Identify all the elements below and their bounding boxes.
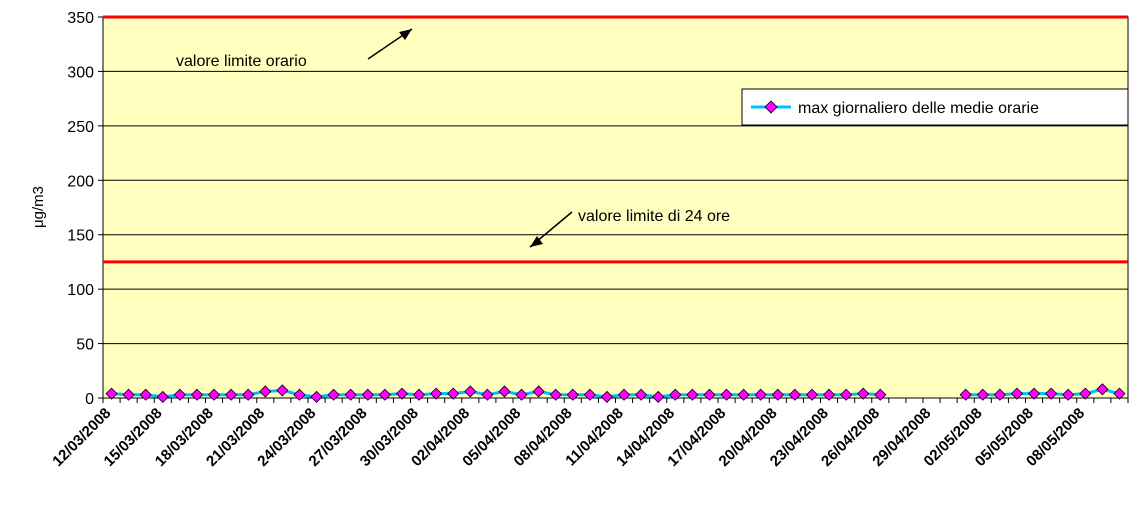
arrow-24h-limit bbox=[529, 211, 573, 248]
data-point bbox=[173, 388, 186, 401]
data-point bbox=[412, 388, 426, 401]
annotation-hourly-limit: valore limite orario bbox=[176, 53, 307, 70]
data-point bbox=[190, 388, 204, 401]
data-point bbox=[105, 387, 118, 400]
data-point bbox=[378, 388, 391, 401]
data-point bbox=[139, 388, 152, 401]
y-tick-label: 200 bbox=[67, 173, 94, 190]
data-point bbox=[481, 388, 494, 401]
data-point bbox=[430, 387, 443, 400]
plot-area bbox=[102, 16, 1129, 399]
data-point bbox=[805, 388, 819, 401]
data-point bbox=[276, 384, 289, 397]
data-point bbox=[703, 388, 716, 401]
data-point bbox=[1079, 387, 1092, 400]
data-point bbox=[344, 388, 357, 401]
data-point bbox=[1062, 388, 1075, 401]
data-point bbox=[532, 385, 545, 398]
y-tick-label: 150 bbox=[67, 228, 94, 245]
data-point bbox=[822, 388, 836, 401]
grid bbox=[103, 70, 1128, 345]
data-point bbox=[225, 388, 238, 401]
data-point bbox=[617, 388, 631, 401]
data-point bbox=[361, 388, 374, 401]
data-point bbox=[669, 388, 682, 401]
data-point bbox=[874, 388, 887, 401]
series-layer bbox=[105, 383, 1126, 403]
data-point bbox=[720, 388, 733, 401]
y-axis: 0 50 100 150 200 250 300 350 bbox=[67, 10, 103, 408]
legend-box bbox=[741, 88, 1129, 126]
data-point bbox=[993, 388, 1006, 401]
data-point bbox=[566, 388, 579, 401]
data-point bbox=[395, 387, 409, 400]
data-point bbox=[327, 388, 340, 401]
data-point bbox=[549, 388, 562, 401]
data-point bbox=[788, 388, 801, 401]
data-point bbox=[583, 388, 596, 401]
data-point bbox=[447, 387, 460, 400]
data-point bbox=[1096, 383, 1109, 396]
x-axis: 12/03/200815/03/200818/03/200821/03/2008… bbox=[49, 398, 1129, 470]
data-point bbox=[498, 385, 511, 398]
data-point bbox=[515, 388, 528, 401]
data-point bbox=[242, 388, 255, 401]
data-point bbox=[771, 388, 784, 401]
arrow-hourly-limit bbox=[367, 28, 413, 60]
data-point bbox=[1113, 387, 1126, 400]
y-tick-label: 0 bbox=[85, 391, 94, 408]
legend: max giornaliero delle medie orarie bbox=[741, 88, 1129, 126]
data-point bbox=[464, 385, 477, 398]
y-tick-label: 50 bbox=[76, 337, 94, 354]
legend-label: max giornaliero delle medie orarie bbox=[798, 100, 1039, 117]
data-point bbox=[976, 388, 989, 401]
data-point bbox=[293, 388, 306, 401]
data-point bbox=[840, 388, 853, 401]
data-point bbox=[1010, 387, 1024, 400]
y-axis-label: μg/m3 bbox=[30, 186, 47, 228]
data-point bbox=[737, 388, 750, 401]
data-point bbox=[156, 390, 169, 403]
data-point bbox=[857, 387, 870, 400]
y-tick-label: 300 bbox=[67, 64, 94, 81]
y-tick-label: 350 bbox=[67, 10, 94, 27]
data-point bbox=[1027, 387, 1041, 400]
data-point bbox=[207, 388, 221, 401]
data-point bbox=[959, 388, 972, 401]
reference-lines bbox=[103, 15, 1128, 264]
data-point bbox=[310, 390, 323, 403]
data-point bbox=[635, 388, 648, 401]
data-point bbox=[686, 388, 699, 401]
annotation-24h-limit: valore limite di 24 ore bbox=[578, 208, 730, 225]
data-point bbox=[1045, 387, 1058, 400]
legend-marker bbox=[764, 100, 778, 114]
data-point bbox=[600, 390, 614, 403]
data-point bbox=[652, 390, 665, 403]
data-point bbox=[754, 388, 767, 401]
series-line bbox=[111, 387, 1120, 399]
data-point bbox=[122, 388, 135, 401]
y-tick-label: 100 bbox=[67, 282, 94, 299]
data-point bbox=[259, 385, 272, 398]
y-tick-label: 250 bbox=[67, 119, 94, 136]
